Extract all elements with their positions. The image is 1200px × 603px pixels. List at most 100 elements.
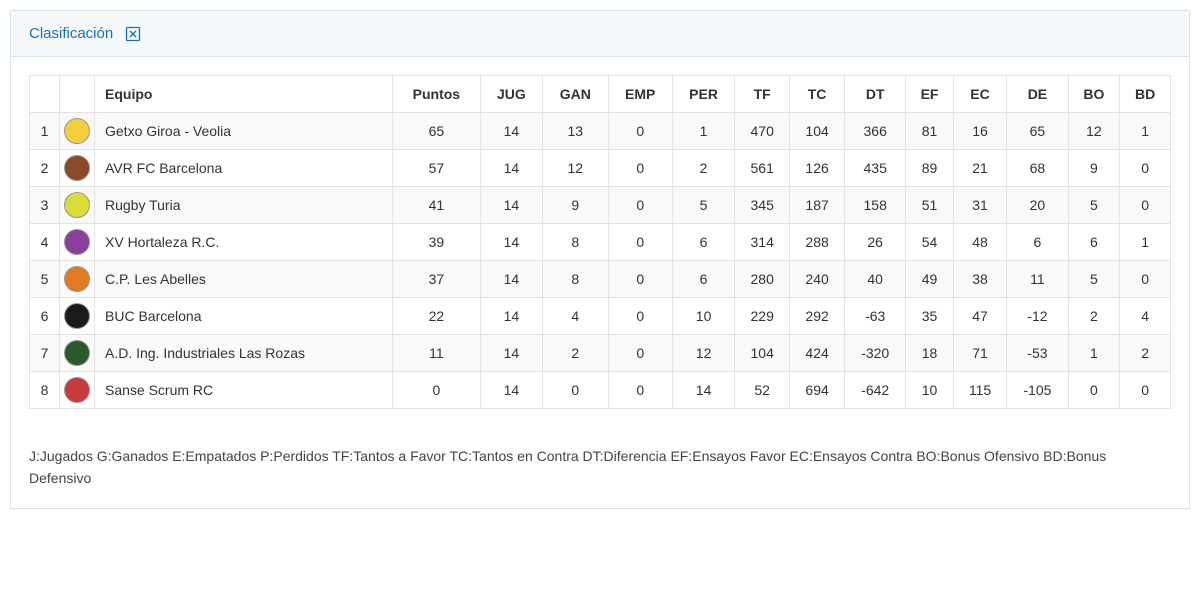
cell-per: 2 — [672, 150, 734, 187]
team-logo-icon — [64, 192, 90, 218]
legend-text: J:Jugados G:Ganados E:Empatados P:Perdid… — [11, 427, 1189, 508]
cell-ef: 49 — [906, 261, 953, 298]
cell-rank: 7 — [30, 335, 60, 372]
cell-emp: 0 — [608, 187, 672, 224]
cell-jug: 14 — [480, 150, 542, 187]
table-header-row: Equipo Puntos JUG GAN EMP PER TF TC DT E… — [30, 76, 1171, 113]
cell-bd: 0 — [1120, 261, 1171, 298]
cell-logo — [60, 335, 95, 372]
col-dt: DT — [845, 76, 906, 113]
cell-jug: 14 — [480, 298, 542, 335]
cell-dt: 435 — [845, 150, 906, 187]
cell-de: 11 — [1007, 261, 1068, 298]
cell-ec: 115 — [953, 372, 1007, 409]
cell-ec: 16 — [953, 113, 1007, 150]
cell-bo: 1 — [1068, 335, 1120, 372]
cell-ec: 21 — [953, 150, 1007, 187]
cell-per: 5 — [672, 187, 734, 224]
export-excel-icon[interactable] — [125, 26, 141, 42]
cell-emp: 0 — [608, 298, 672, 335]
col-bo: BO — [1068, 76, 1120, 113]
cell-ef: 35 — [906, 298, 953, 335]
cell-puntos: 65 — [393, 113, 481, 150]
cell-emp: 0 — [608, 335, 672, 372]
cell-rank: 3 — [30, 187, 60, 224]
cell-ef: 10 — [906, 372, 953, 409]
cell-tf: 561 — [735, 150, 790, 187]
cell-dt: 366 — [845, 113, 906, 150]
table-row: 1Getxo Giroa - Veolia6514130147010436681… — [30, 113, 1171, 150]
cell-bd: 1 — [1120, 224, 1171, 261]
cell-tf: 345 — [735, 187, 790, 224]
standings-table: Equipo Puntos JUG GAN EMP PER TF TC DT E… — [29, 75, 1171, 409]
table-row: 3Rugby Turia411490534518715851312050 — [30, 187, 1171, 224]
cell-ec: 48 — [953, 224, 1007, 261]
cell-tc: 694 — [790, 372, 845, 409]
cell-team: Sanse Scrum RC — [95, 372, 393, 409]
col-ec: EC — [953, 76, 1007, 113]
col-logo — [60, 76, 95, 113]
team-logo-icon — [64, 266, 90, 292]
col-jug: JUG — [480, 76, 542, 113]
team-logo-icon — [64, 377, 90, 403]
cell-team: BUC Barcelona — [95, 298, 393, 335]
cell-gan: 13 — [543, 113, 608, 150]
col-emp: EMP — [608, 76, 672, 113]
cell-de: 6 — [1007, 224, 1068, 261]
cell-bd: 0 — [1120, 372, 1171, 409]
cell-ec: 38 — [953, 261, 1007, 298]
cell-de: 68 — [1007, 150, 1068, 187]
cell-gan: 4 — [543, 298, 608, 335]
team-logo-icon — [64, 118, 90, 144]
cell-puntos: 22 — [393, 298, 481, 335]
cell-bd: 2 — [1120, 335, 1171, 372]
cell-team: A.D. Ing. Industriales Las Rozas — [95, 335, 393, 372]
cell-rank: 4 — [30, 224, 60, 261]
cell-bo: 0 — [1068, 372, 1120, 409]
cell-per: 6 — [672, 261, 734, 298]
col-puntos: Puntos — [393, 76, 481, 113]
panel-header: Clasificación — [11, 11, 1189, 57]
cell-jug: 14 — [480, 335, 542, 372]
col-per: PER — [672, 76, 734, 113]
cell-jug: 14 — [480, 372, 542, 409]
cell-dt: 158 — [845, 187, 906, 224]
team-logo-icon — [64, 303, 90, 329]
cell-gan: 0 — [543, 372, 608, 409]
cell-tc: 288 — [790, 224, 845, 261]
cell-gan: 2 — [543, 335, 608, 372]
cell-de: -12 — [1007, 298, 1068, 335]
cell-puntos: 37 — [393, 261, 481, 298]
cell-rank: 8 — [30, 372, 60, 409]
table-row: 5C.P. Les Abelles37148062802404049381150 — [30, 261, 1171, 298]
cell-ef: 89 — [906, 150, 953, 187]
cell-bd: 0 — [1120, 187, 1171, 224]
cell-jug: 14 — [480, 113, 542, 150]
cell-ef: 51 — [906, 187, 953, 224]
cell-logo — [60, 372, 95, 409]
col-gan: GAN — [543, 76, 608, 113]
cell-tc: 104 — [790, 113, 845, 150]
table-row: 6BUC Barcelona22144010229292-633547-1224 — [30, 298, 1171, 335]
cell-dt: 40 — [845, 261, 906, 298]
cell-bo: 5 — [1068, 187, 1120, 224]
team-logo-icon — [64, 155, 90, 181]
cell-gan: 8 — [543, 261, 608, 298]
cell-team: AVR FC Barcelona — [95, 150, 393, 187]
team-logo-icon — [64, 340, 90, 366]
cell-team: C.P. Les Abelles — [95, 261, 393, 298]
cell-tf: 314 — [735, 224, 790, 261]
cell-de: 20 — [1007, 187, 1068, 224]
cell-tc: 126 — [790, 150, 845, 187]
cell-jug: 14 — [480, 224, 542, 261]
cell-tf: 280 — [735, 261, 790, 298]
cell-emp: 0 — [608, 113, 672, 150]
cell-tc: 187 — [790, 187, 845, 224]
cell-dt: -320 — [845, 335, 906, 372]
cell-puntos: 0 — [393, 372, 481, 409]
cell-dt: -642 — [845, 372, 906, 409]
cell-rank: 1 — [30, 113, 60, 150]
standings-panel: Clasificación Equipo Puntos JUG GAN EMP … — [10, 10, 1190, 509]
cell-emp: 0 — [608, 372, 672, 409]
cell-gan: 8 — [543, 224, 608, 261]
